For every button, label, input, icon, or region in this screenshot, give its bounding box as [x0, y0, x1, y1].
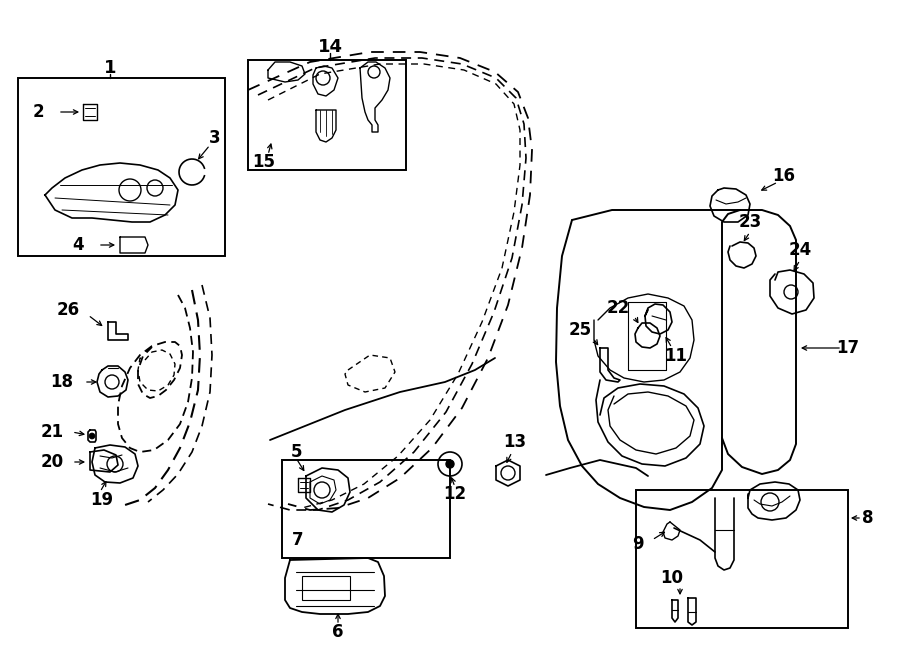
Text: 26: 26 [57, 301, 79, 319]
Text: 1: 1 [104, 59, 116, 77]
Text: 23: 23 [738, 213, 761, 231]
Text: 8: 8 [862, 509, 874, 527]
Text: 15: 15 [253, 153, 275, 171]
Text: 24: 24 [788, 241, 812, 259]
Bar [248, 60, 406, 170]
Text: 13: 13 [503, 433, 526, 451]
Bar [636, 490, 848, 628]
Text: 17: 17 [836, 339, 860, 357]
Text: 16: 16 [772, 167, 796, 185]
Circle shape [446, 460, 454, 468]
Text: 6: 6 [332, 623, 344, 641]
Text: 5: 5 [290, 443, 302, 461]
Text: 2: 2 [32, 103, 44, 121]
Text: 7: 7 [292, 531, 304, 549]
Text: 22: 22 [607, 299, 630, 317]
Text: 21: 21 [40, 423, 64, 441]
Circle shape [89, 433, 95, 439]
Text: 9: 9 [632, 535, 644, 553]
Text: 14: 14 [318, 38, 343, 56]
Text: 20: 20 [40, 453, 64, 471]
Bar [18, 78, 225, 256]
Text: 11: 11 [664, 347, 688, 365]
Text: 18: 18 [50, 373, 74, 391]
Text: 25: 25 [569, 321, 591, 339]
Text: 4: 4 [72, 236, 84, 254]
Text: 10: 10 [661, 569, 683, 587]
Bar [282, 460, 450, 558]
Text: 19: 19 [90, 491, 113, 509]
Text: 12: 12 [444, 485, 466, 503]
Bar [302, 576, 350, 600]
Text: 3: 3 [209, 129, 220, 147]
